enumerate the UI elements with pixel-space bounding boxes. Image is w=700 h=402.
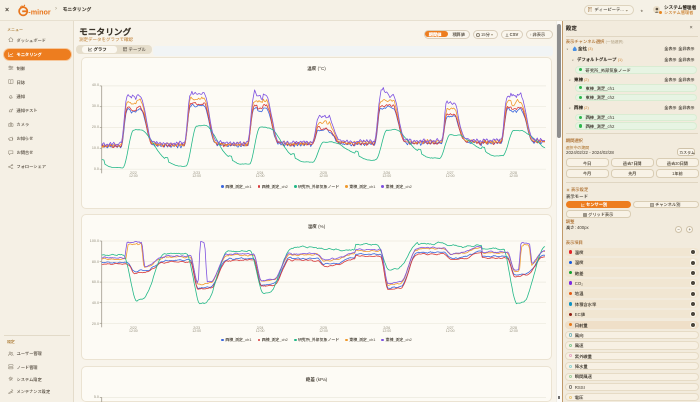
- svg-text:-minori: -minori: [28, 7, 51, 16]
